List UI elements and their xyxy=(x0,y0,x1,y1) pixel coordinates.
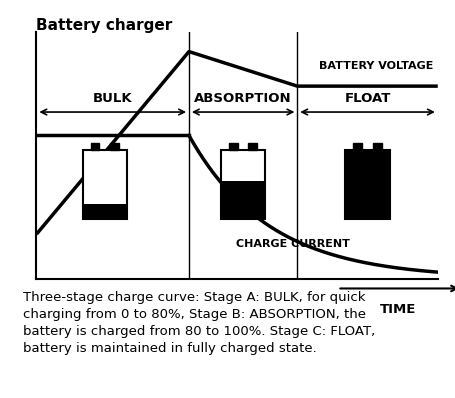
Bar xyxy=(248,143,257,150)
Text: BULK: BULK xyxy=(93,92,132,105)
Text: CHARGE CURRENT: CHARGE CURRENT xyxy=(236,239,349,249)
Text: Battery charger: Battery charger xyxy=(36,18,172,33)
Bar xyxy=(110,143,119,150)
Text: Three-stage charge curve: Stage A: BULK, for quick
charging from 0 to 80%, Stage: Three-stage charge curve: Stage A: BULK,… xyxy=(23,291,374,355)
Text: TIME: TIME xyxy=(379,303,415,316)
Bar xyxy=(372,143,381,150)
Bar xyxy=(82,150,126,219)
Bar xyxy=(345,150,389,219)
Text: BATTERY VOLTAGE: BATTERY VOLTAGE xyxy=(318,61,433,71)
Text: ABSORPTION: ABSORPTION xyxy=(194,92,291,105)
Bar xyxy=(345,150,389,219)
Bar xyxy=(221,150,265,219)
Bar xyxy=(221,181,265,219)
Bar xyxy=(353,143,361,150)
Bar xyxy=(82,204,126,219)
Bar xyxy=(228,143,238,150)
Bar xyxy=(91,143,99,150)
Text: FLOAT: FLOAT xyxy=(344,92,390,105)
